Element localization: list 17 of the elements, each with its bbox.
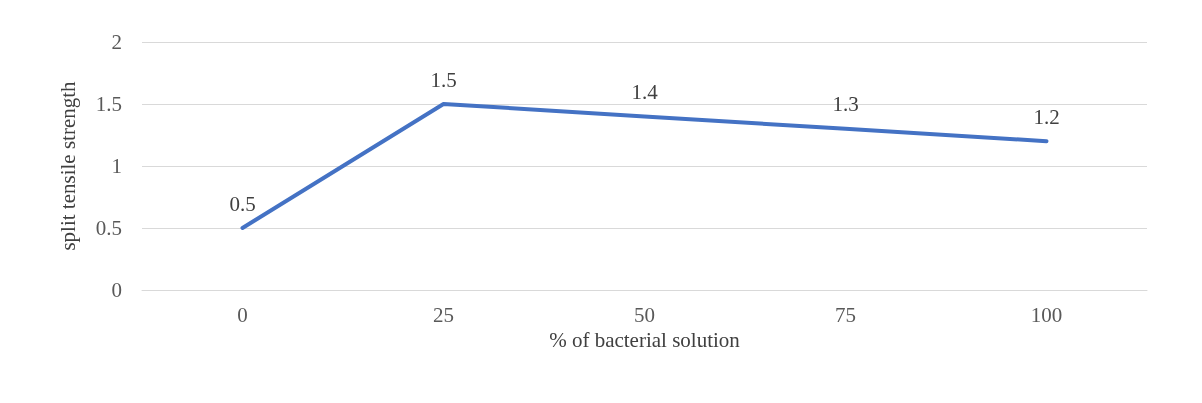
y-tick-label: 1.5 (95, 92, 122, 116)
data-label: 1.2 (1033, 104, 1060, 129)
x-tick-label: 0 (237, 302, 248, 327)
y-tick-label: 1 (111, 154, 122, 178)
y-tick-label: 2 (111, 30, 122, 54)
y-axis-title: split tensile strength (55, 80, 80, 251)
data-label: 1.4 (631, 79, 659, 104)
y-tick-label: 0.5 (95, 216, 122, 240)
data-label: 1.5 (430, 67, 457, 92)
x-tick-label: 75 (835, 302, 856, 327)
data-label: 0.5 (229, 191, 256, 216)
y-tick-label: 0 (111, 278, 122, 302)
x-tick-label: 100 (1030, 302, 1063, 327)
data-label: 1.3 (832, 92, 859, 117)
x-tick-label: 25 (433, 302, 454, 327)
x-axis-title: % of bacterial solution (549, 328, 741, 353)
x-tick-label: 50 (634, 302, 655, 327)
